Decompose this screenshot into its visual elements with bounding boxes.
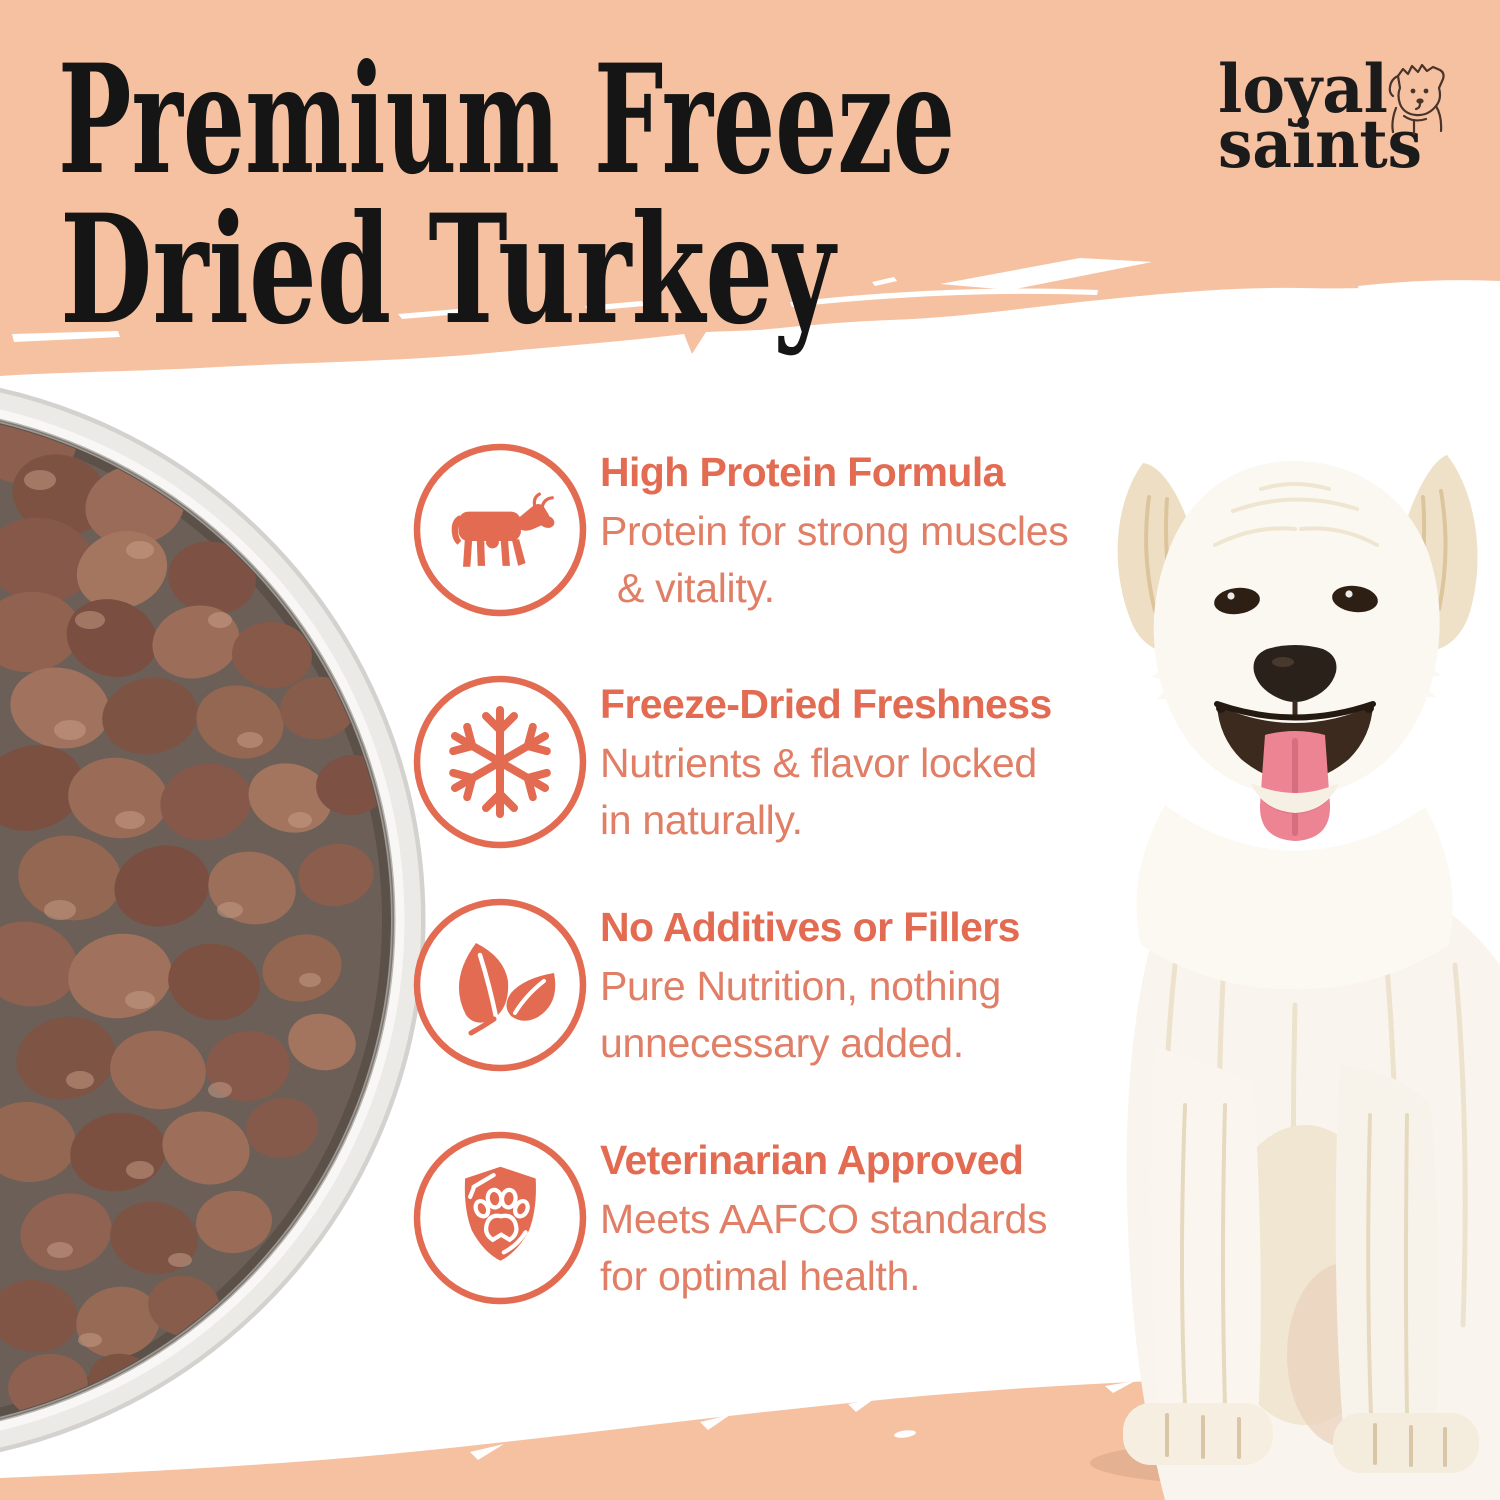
feature-icon-circle: [413, 675, 587, 849]
brand-wordmark-line1: loyal: [1218, 50, 1388, 128]
feature-description-line: Pure Nutrition, nothing: [600, 963, 1002, 1009]
feature-icon-circle: [413, 898, 587, 1072]
freeze-dried-chunks: [0, 410, 390, 1430]
feature-item: No Additives or Fillers Pure Nutrition, …: [412, 897, 1172, 1087]
feature-description-line: Meets AAFCO standards: [600, 1196, 1048, 1242]
feature-title: Veterinarian Approved: [600, 1137, 1024, 1183]
brush-texture-streaks: [12, 258, 1500, 342]
feature-description-line: unnecessary added.: [600, 1020, 964, 1066]
floor-swash: [0, 1372, 1500, 1500]
page-title-line1: Premium Freeze: [58, 32, 955, 208]
feature-icon-circle: [413, 1131, 587, 1305]
turkey-bowl-photo: [0, 387, 426, 1453]
snowflake-icon: [449, 706, 551, 818]
dog-sketch-icon: [1388, 63, 1445, 136]
brush-stroke-background: [0, 0, 1500, 376]
feature-description-line: for optimal health.: [600, 1253, 921, 1299]
feature-description-line: & vitality.: [617, 565, 775, 611]
shield-paw-icon: [464, 1166, 536, 1261]
page-title-line2: Dried Turkey: [60, 182, 838, 358]
feature-item: Veterinarian Approved Meets AAFCO standa…: [412, 1130, 1172, 1320]
header-banner: Premium Freeze Dried Turkey loyal saints: [0, 0, 1500, 376]
brand-wordmark-line2: saints: [1218, 105, 1422, 183]
feature-title: High Protein Formula: [600, 449, 1005, 495]
feature-item: Freeze-Dried Freshness Nutrients & flavo…: [412, 674, 1172, 864]
cow-icon: [451, 492, 555, 567]
feature-icon-circle: [413, 443, 587, 617]
feature-description-line: Nutrients & flavor locked: [600, 740, 1037, 786]
feature-description-line: in naturally.: [600, 797, 803, 843]
feature-item: High Protein Formula Protein for strong …: [412, 442, 1172, 632]
brand-logo: loyal saints: [1218, 50, 1445, 183]
feature-title: No Additives or Fillers: [600, 904, 1020, 950]
feature-description-line: Protein for strong muscles: [600, 508, 1069, 554]
dog-photo: [1090, 455, 1500, 1500]
feature-title: Freeze-Dried Freshness: [600, 681, 1052, 727]
leaf-icon: [458, 943, 556, 1036]
